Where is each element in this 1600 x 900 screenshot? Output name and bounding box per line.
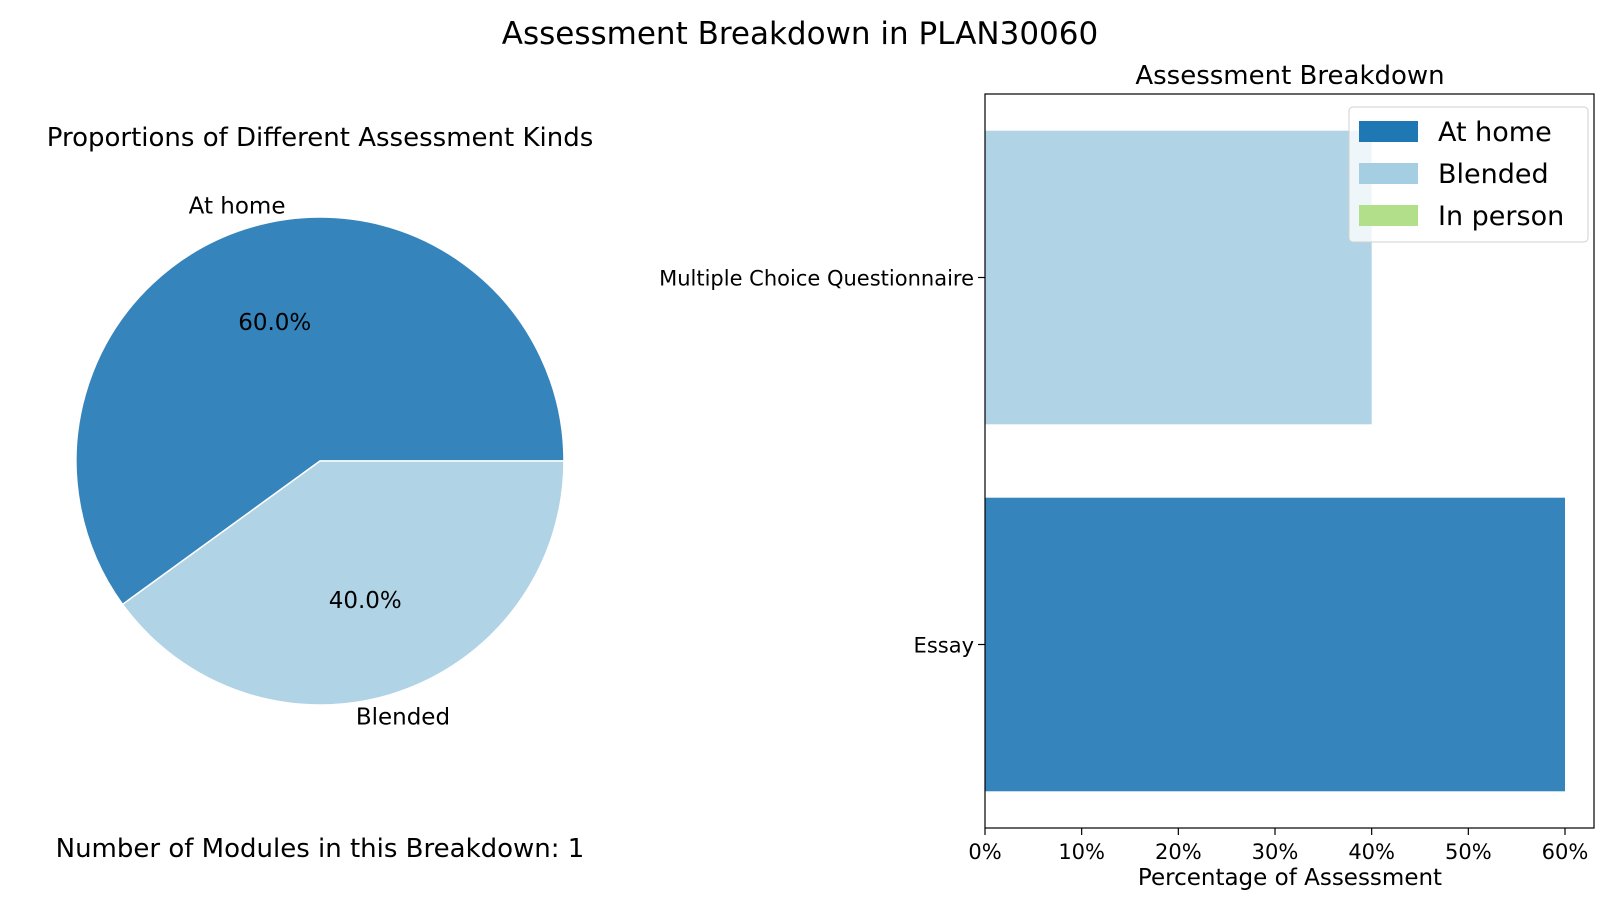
legend-label-at-home: At home [1438,117,1552,148]
bar-chart: Assessment Breakdown 0% 10% 20% 30% 40% 50% 60… [659,61,1595,891]
y-tick-label-multiple-choice-questionnaire: Multiple Choice Questionnaire [659,267,974,291]
x-axis-ticks: 0% 10% 20% 30% 40% 50% 60% [968,828,1588,864]
x-tick-label: 0% [968,840,1001,864]
x-tick-label: 60% [1542,840,1589,864]
pie-title: Proportions of Different Assessment Kind… [47,123,594,153]
bar-legend: At home Blended In person [1348,106,1589,243]
y-axis-ticks: Essay Multiple Choice Questionnaire [659,267,985,658]
bar-x-axis-label: Percentage of Assessment [1138,865,1442,891]
pie-slice-blended [121,460,565,706]
x-tick-label: 30% [1252,840,1299,864]
pie-slice-at-home [75,216,565,606]
pie-chart: Proportions of Different Assessment Kind… [47,123,594,730]
bar-plot-frame [984,93,1595,829]
pie-pct-label-at-home: 60.0% [238,310,311,336]
module-count-note: Number of Modules in this Breakdown: 1 [56,834,585,864]
legend-label-in-person: In person [1438,201,1564,232]
bar-title: Assessment Breakdown [1135,61,1444,91]
pie-slices [75,216,565,706]
pie-label-at-home: At home [189,194,286,220]
y-tick-label-essay: Essay [914,634,974,658]
bar-multiple-choice-questionnaire-blended [985,130,1372,425]
pie-labels: At home 60.0% Blended 40.0% [189,194,450,731]
legend-label-blended: Blended [1438,159,1549,190]
legend-swatch-blended [1359,163,1418,184]
x-tick-label: 20% [1155,840,1202,864]
legend-swatch-in-person [1359,205,1418,226]
pie-label-blended: Blended [356,704,450,730]
legend-swatch-at-home [1359,121,1418,142]
x-tick-label: 10% [1058,840,1105,864]
x-tick-label: 40% [1348,840,1395,864]
x-tick-label: 50% [1445,840,1492,864]
figure-title: Assessment Breakdown in PLAN30060 [502,16,1098,52]
pie-pct-label-blended: 40.0% [329,588,402,614]
bars [985,130,1565,792]
bar-essay-at-home [985,497,1565,792]
